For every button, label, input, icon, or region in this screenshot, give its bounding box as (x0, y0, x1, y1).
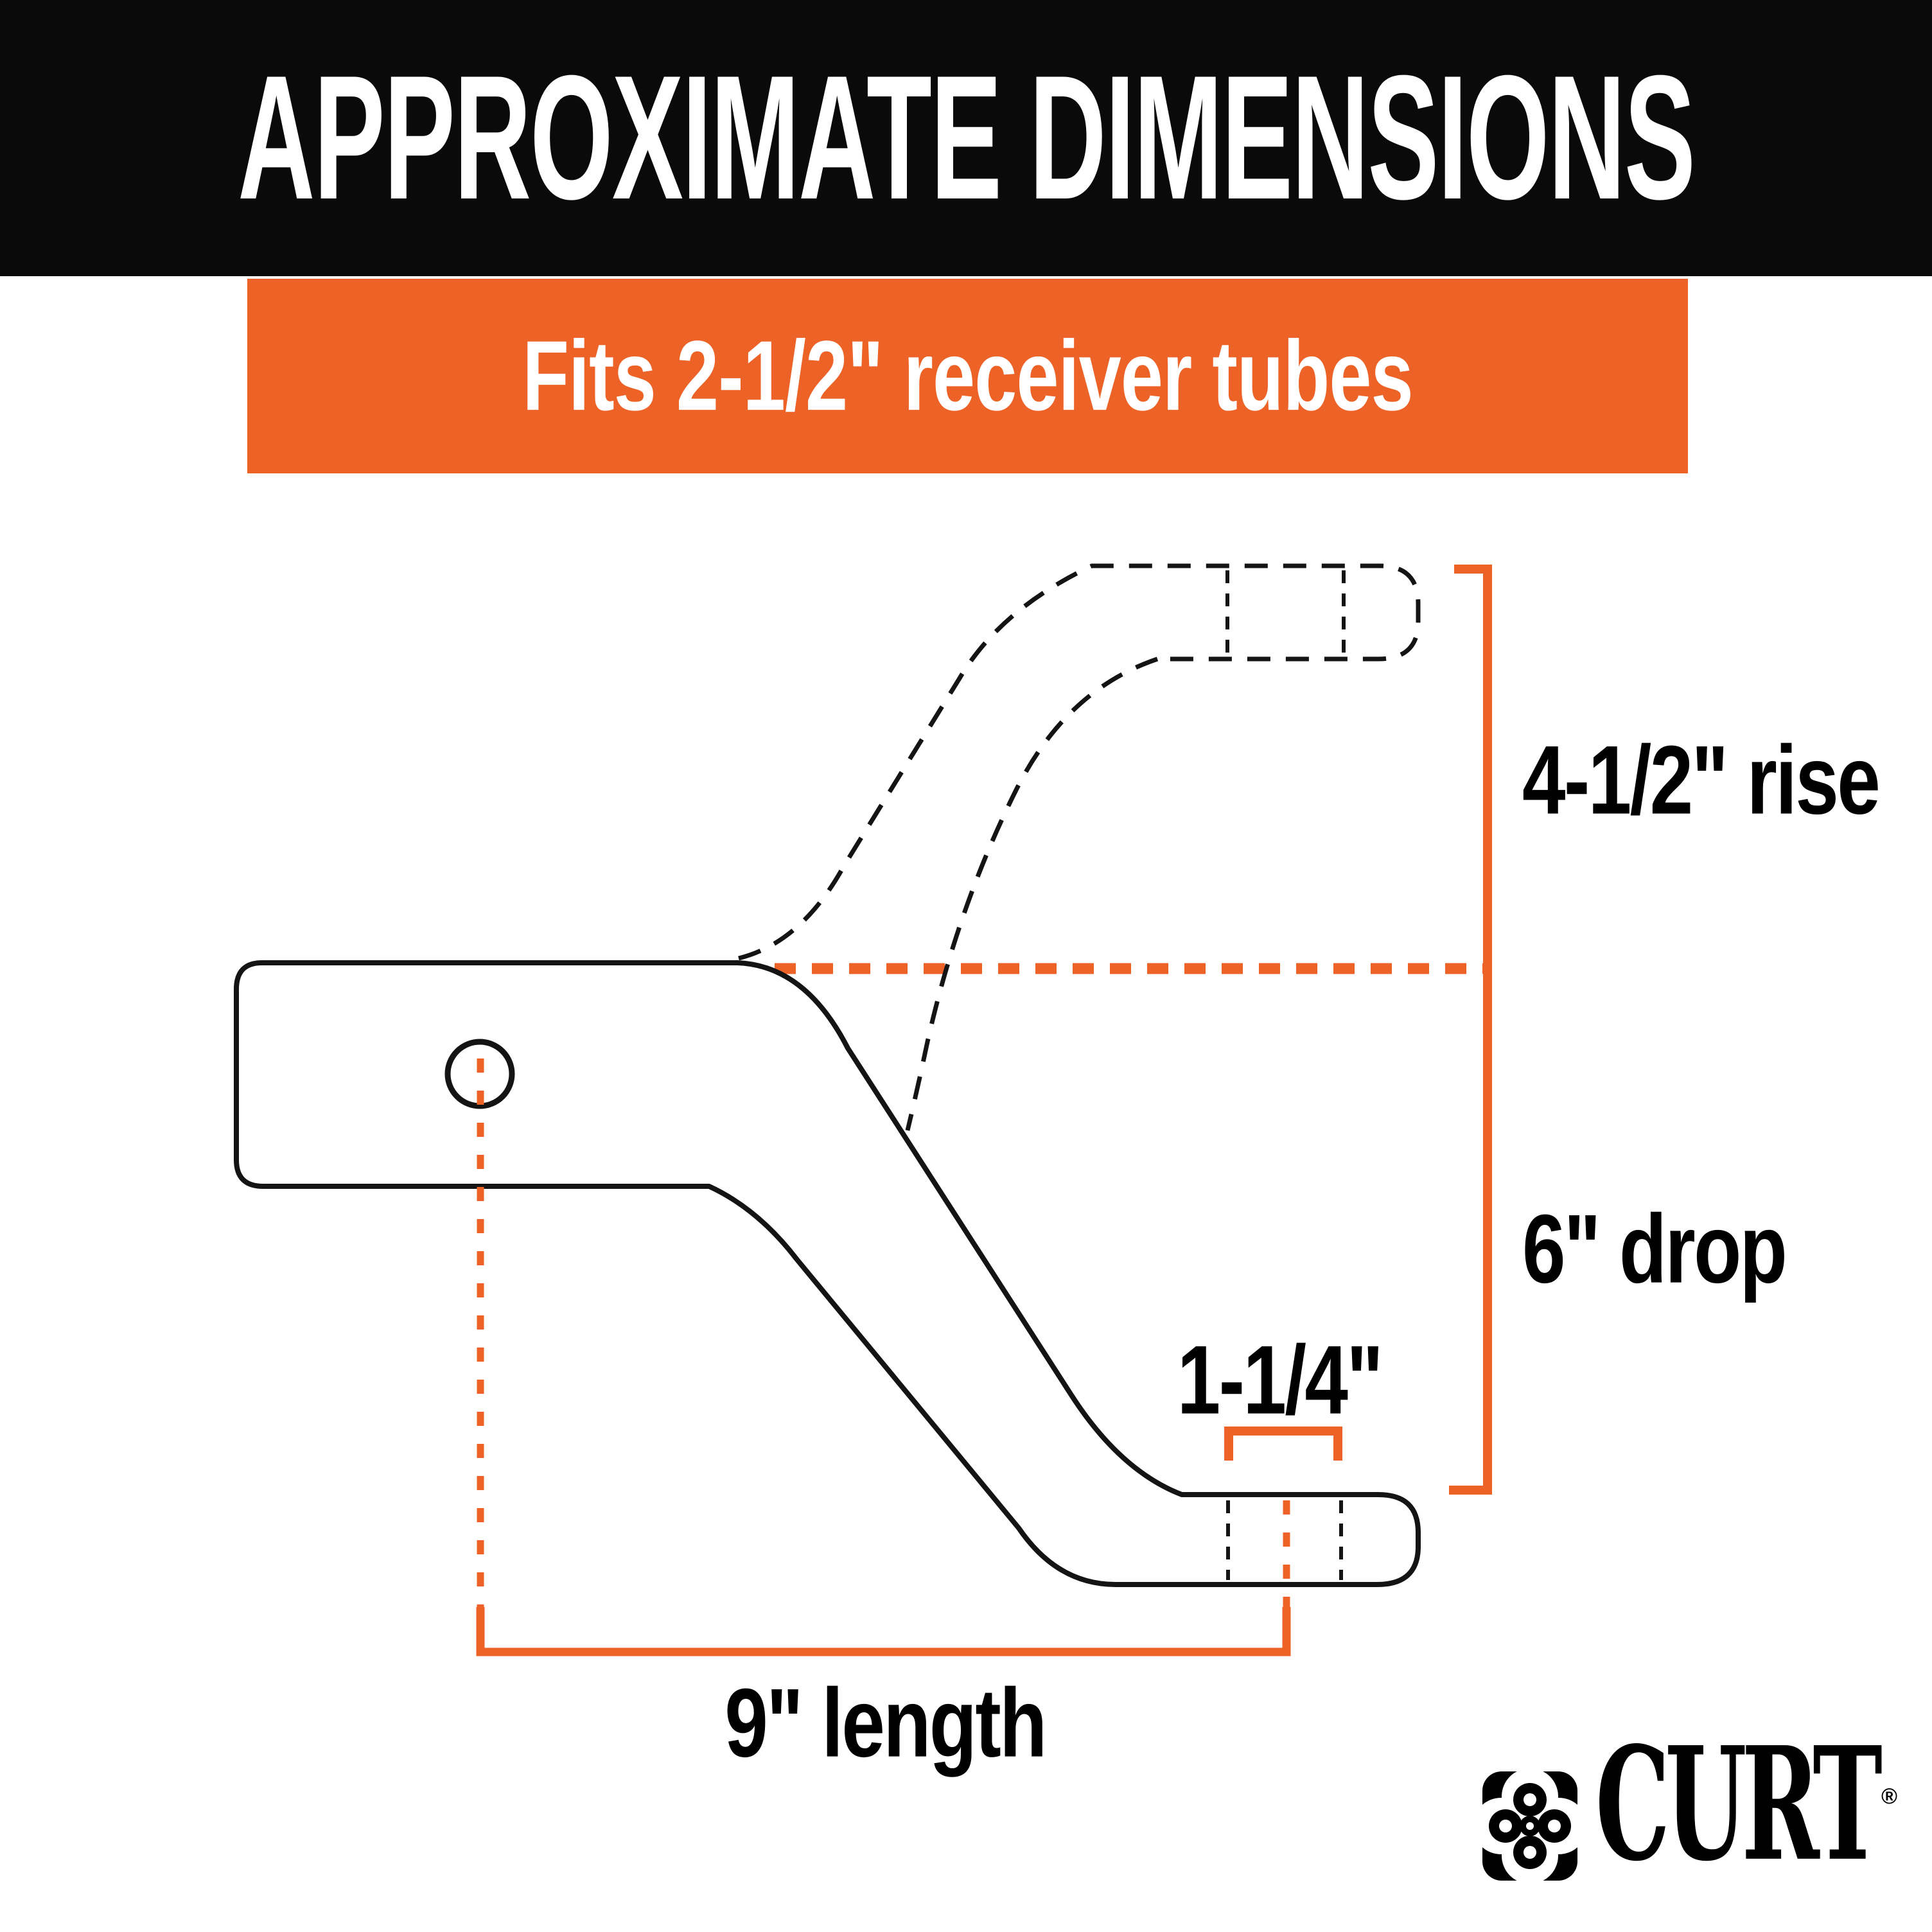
platform-width-dimension-label: 1-1/4" (1177, 1326, 1383, 1435)
brand-logo: CURT ® (1481, 1727, 1897, 1883)
page-title: APPROXIMATE DIMENSIONS (238, 39, 1696, 237)
ballmount-dashed-rise-neck (905, 656, 1159, 1131)
ballmount-dashed-rise-outline (738, 563, 1421, 961)
receiver-size-banner: Fits 2-1/2" receiver tubes (247, 279, 1688, 473)
ballmount-solid-drop-outline (234, 960, 1421, 1587)
platform-width-bracket (1224, 1427, 1342, 1461)
hitch-pin-hole (444, 1039, 515, 1109)
header-banner: APPROXIMATE DIMENSIONS (0, 0, 1932, 276)
rise-dimension-label: 4-1/2" rise (1522, 726, 1881, 835)
receiver-size-text: Fits 2-1/2" receiver tubes (522, 321, 1413, 432)
length-dimension-bracket (476, 1607, 1291, 1656)
length-dimension-label: 9" length (724, 1669, 1047, 1778)
registered-trademark-symbol: ® (1881, 1784, 1897, 1809)
rise-drop-dimension-line (1449, 565, 1492, 1495)
drop-dimension-label: 6" drop (1522, 1195, 1787, 1304)
brand-wordmark: CURT (1595, 1714, 1883, 1896)
curt-clover-logo-icon (1481, 1768, 1579, 1883)
